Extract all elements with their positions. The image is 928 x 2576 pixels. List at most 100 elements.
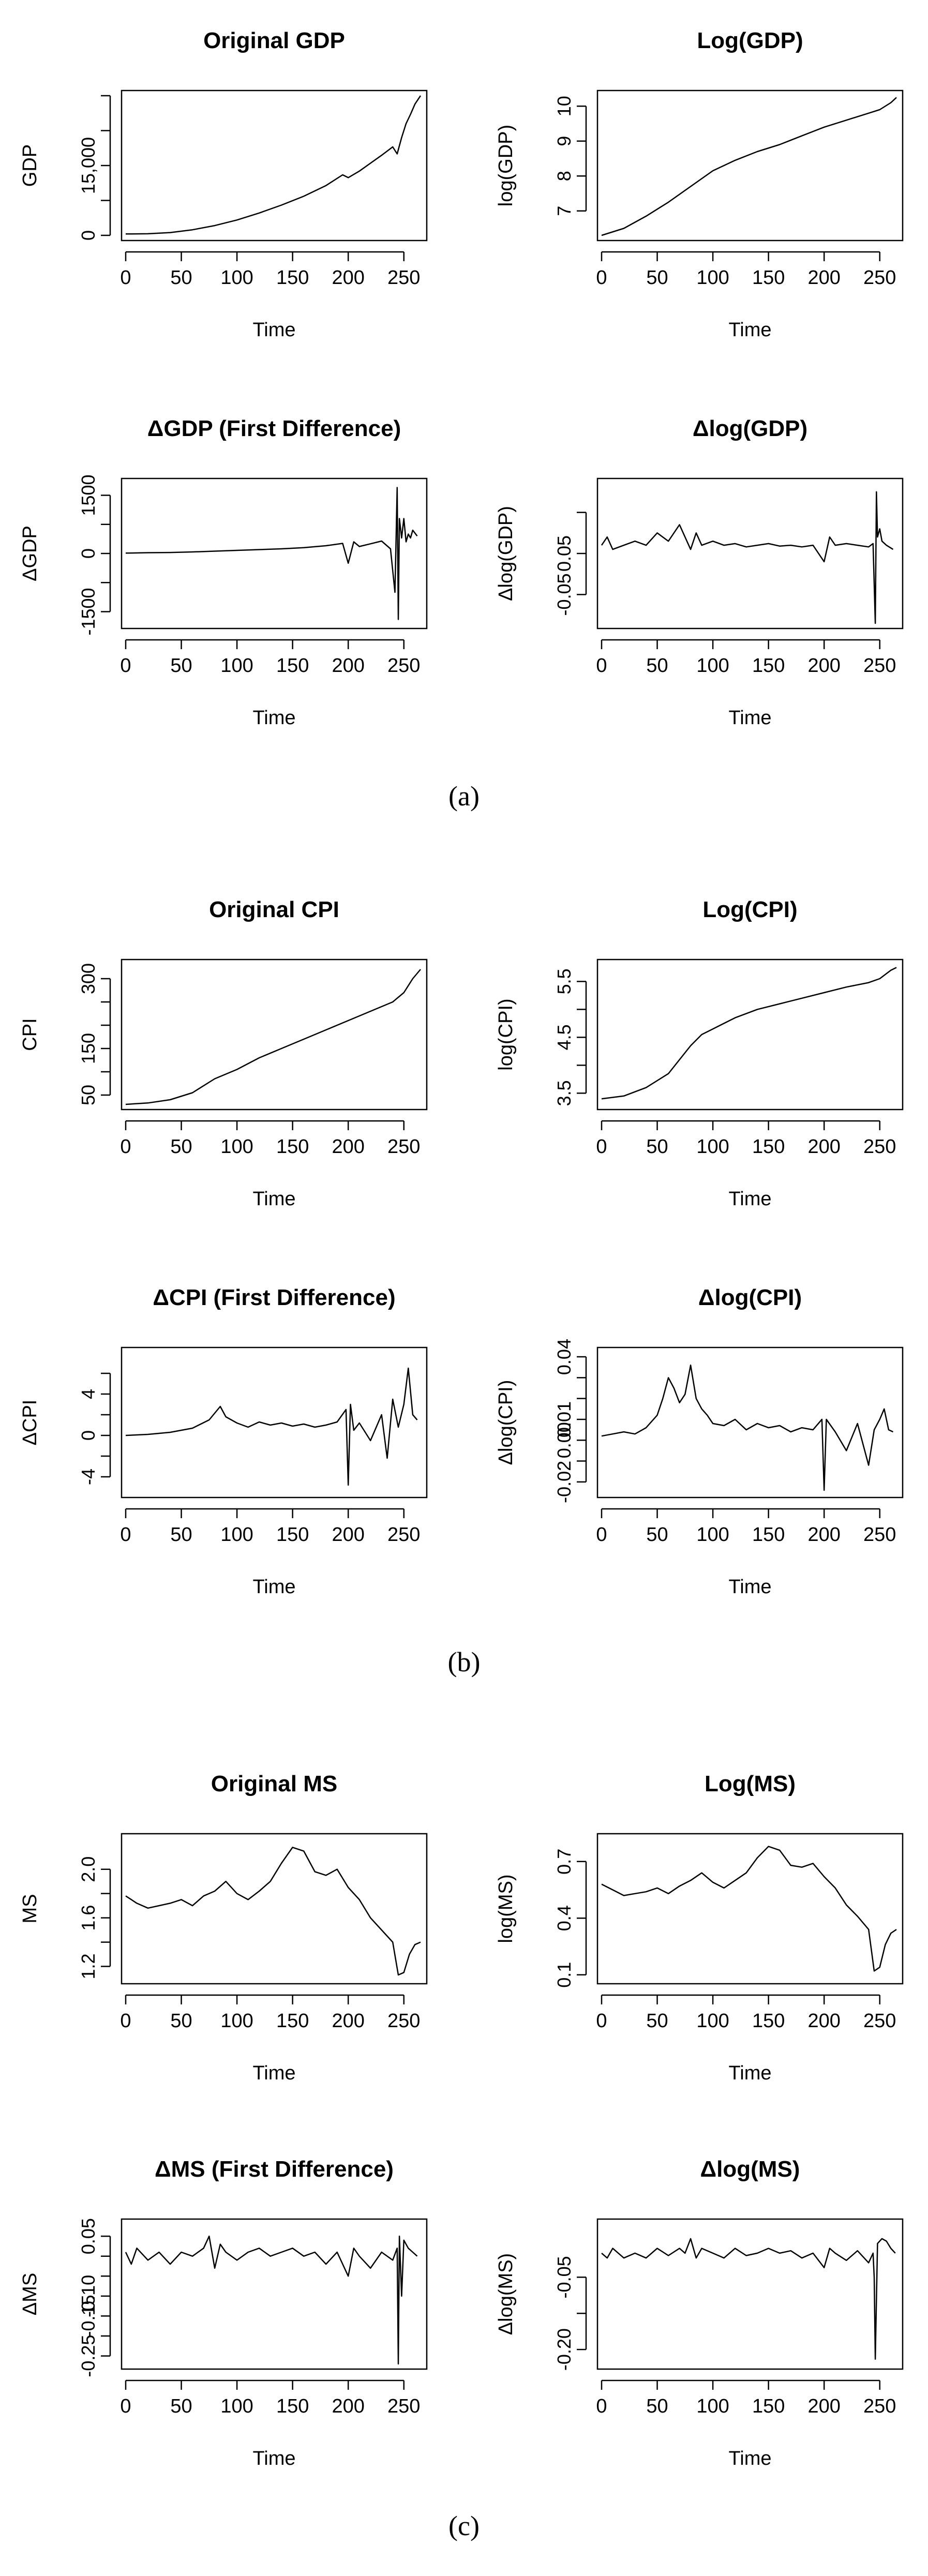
x-tick-label: 150 [752,2395,785,2417]
y-axis-label: log(CPI) [495,998,517,1070]
plot-frame [121,1833,428,1985]
y-tick-label: -0.25 [78,2335,99,2377]
y-axis-label: ΔCPI [19,1400,41,1446]
x-tick-label: 50 [170,1524,192,1546]
x-tick-label: 100 [220,655,253,677]
series-line [125,2235,418,2365]
series-line [125,1367,418,1486]
plot-frame [121,958,428,1111]
y-tick-label: 0.05 [78,2218,99,2254]
x-tick-label: 150 [276,2010,309,2032]
x-tick-label: 150 [752,267,785,289]
series-line [601,97,897,236]
x-tick-label: 100 [220,1136,253,1158]
y-axis-label: Δlog(GDP) [495,506,517,601]
y-tick-label: 9 [553,136,575,146]
x-tick-label: 50 [646,2395,668,2417]
x-tick-label: 50 [646,2010,668,2032]
x-tick-label: 0 [596,2395,607,2417]
x-tick-label: 0 [596,2010,607,2032]
caption-b: (b) [447,1646,481,1678]
y-tick-label: 2.0 [78,1856,99,1882]
y-tick-label: 0 [78,1430,99,1441]
y-tick-label: 3.5 [553,1080,575,1106]
plot-frame [596,89,904,242]
x-tick-label: 0 [120,2010,131,2032]
y-tick-label: 7 [553,206,575,216]
x-tick-label: 0 [120,655,131,677]
x-tick-label: 0 [120,267,131,289]
chart-panel-12: Δlog(MS) 0 50 100 150 200 250 Time -0.20 -0.05 Δlo… [495,2156,904,2469]
x-tick-label: 200 [332,2010,364,2032]
series-line [125,1847,421,1976]
plot-frame [121,2218,428,2370]
y-axis-label: MS [19,1894,41,1924]
x-tick-label: 250 [863,2395,896,2417]
x-tick-label: 150 [276,1136,309,1158]
y-tick-label: 0 [78,230,99,241]
x-tick-label: 200 [332,1136,364,1158]
chart-title: Original GDP [203,28,345,53]
plot-frame [596,477,904,630]
chart-panel-2: Log(GDP) 0 50 100 150 200 250 Time 7 8 9 10 log(GDP) [495,28,904,341]
chart-panel-7: ΔCPI (First Difference) 0 50 100 150 200 250 Ti… [19,1285,428,1598]
x-tick-label: 150 [752,2010,785,2032]
plot-frame [596,1346,904,1499]
y-axis-label: log(GDP) [495,125,517,206]
chart-title: ΔGDP (First Difference) [147,416,401,441]
x-tick-label: 50 [646,1136,668,1158]
y-tick-label: -0.20 [553,2328,575,2371]
x-tick-label: 200 [807,1136,840,1158]
x-tick-label: 200 [332,267,364,289]
caption-c: (c) [448,2510,480,2541]
x-tick-label: 100 [696,267,729,289]
y-tick-label: 0.00 [553,1422,575,1458]
y-tick-label: 10 [553,96,575,116]
series-line [601,491,894,624]
x-tick-label: 200 [332,2395,364,2417]
series-line [125,487,418,620]
x-tick-label: 150 [276,1524,309,1546]
x-axis-label: Time [252,1576,295,1598]
x-tick-label: 250 [863,1524,896,1546]
x-tick-label: 0 [596,1136,607,1158]
plot-frame [596,2218,904,2370]
x-tick-label: 0 [596,1524,607,1546]
y-tick-label: 0.1 [553,1962,575,1988]
x-tick-label: 250 [387,1524,420,1546]
x-tick-label: 200 [332,1524,364,1546]
x-tick-label: 250 [387,2395,420,2417]
y-tick-label: 5.5 [553,968,575,994]
chart-panel-8: Δlog(CPI)0 50 100 150 200 250Time-0.020.000.0… [495,1285,904,1598]
y-tick-label: -0.05 [553,573,575,616]
x-axis-label: Time [728,1188,771,1210]
chart-panel-1: Original GDP 0 50 100 150 200 250 Time 0 15,000 GD… [19,28,428,341]
x-tick-label: 100 [696,2395,729,2417]
y-axis-label: CPI [19,1018,41,1051]
x-axis-label: Time [252,707,295,729]
series-line [125,969,421,1105]
x-tick-label: 250 [863,655,896,677]
x-tick-label: 150 [276,2395,309,2417]
x-tick-label: 200 [807,1524,840,1546]
x-axis-label: Time [252,319,295,341]
x-tick-label: 0 [120,2395,131,2417]
x-tick-label: 50 [646,1524,668,1546]
x-tick-label: 150 [752,1136,785,1158]
y-tick-label: 0.05 [553,535,575,572]
x-tick-label: 150 [276,655,309,677]
chart-title: Original MS [211,1771,337,1796]
chart-panel-4: Δlog(GDP) 0 50 100 150 200 250 Time -0.050.05 Δlo… [495,416,904,729]
y-tick-label: -1500 [78,588,99,635]
x-tick-label: 50 [170,2010,192,2032]
x-tick-label: 200 [807,2010,840,2032]
y-axis-label: Δlog(CPI) [495,1380,517,1465]
chart-title: Log(MS) [705,1771,796,1796]
x-tick-label: 250 [863,2010,896,2032]
y-tick-label: 8 [553,171,575,181]
y-axis-label: ΔGDP [19,526,41,581]
x-tick-label: 200 [807,655,840,677]
chart-title: Original CPI [209,897,339,922]
x-tick-label: 200 [807,267,840,289]
chart-title: ΔMS (First Difference) [155,2156,394,2182]
